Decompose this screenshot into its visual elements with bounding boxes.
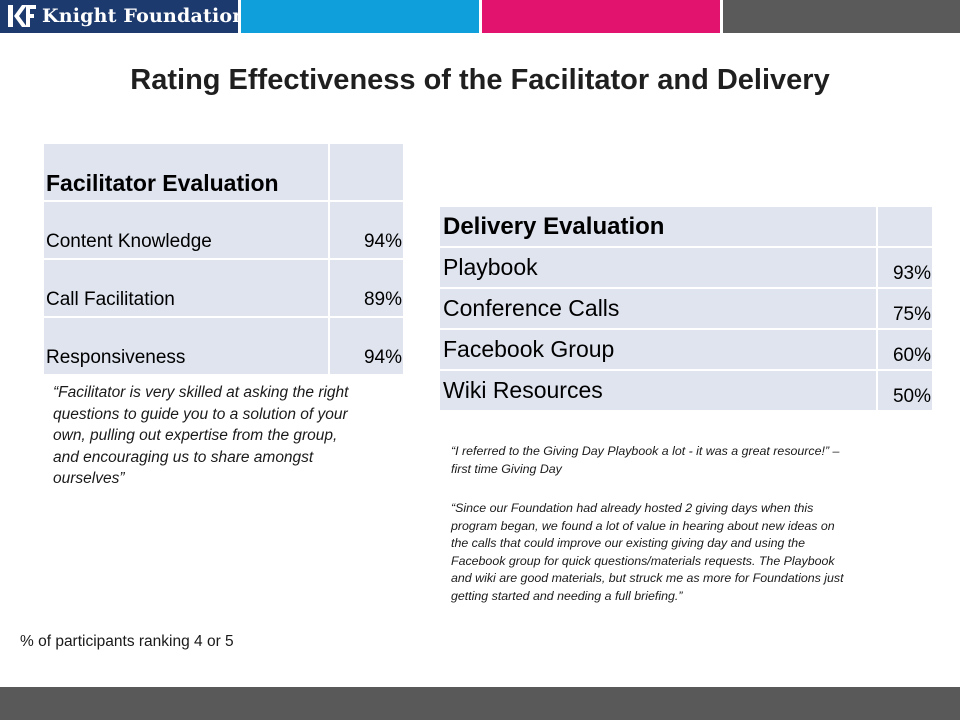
table-row: Facebook Group 60% (439, 329, 933, 370)
header-bar: Knight Foundation (0, 0, 960, 33)
quote-line: Facebook group for quick questions/mater… (451, 553, 931, 571)
row-value: 93% (877, 247, 933, 288)
table-header-blank (877, 206, 933, 247)
quote-line: “Since our Foundation had already hosted… (451, 500, 931, 518)
table-header-blank (329, 143, 404, 201)
row-label: Facebook Group (439, 329, 877, 370)
row-label: Playbook (439, 247, 877, 288)
quote-line: and wiki are good materials, but struck … (451, 570, 931, 588)
brand-name: Knight Foundation (42, 5, 246, 27)
header-strip-pink (482, 0, 720, 33)
table-header: Delivery Evaluation (439, 206, 877, 247)
row-value: 89% (329, 259, 404, 317)
header-strip-gray (723, 0, 960, 33)
row-label: Responsiveness (43, 317, 329, 375)
delivery-evaluation-table: Delivery Evaluation Playbook 93% Confere… (438, 205, 934, 412)
row-value: 94% (329, 317, 404, 375)
quote-line: first time Giving Day (451, 461, 931, 479)
row-label: Content Knowledge (43, 201, 329, 259)
table-row: Conference Calls 75% (439, 288, 933, 329)
row-value: 94% (329, 201, 404, 259)
table-row: Playbook 93% (439, 247, 933, 288)
logo-block: Knight Foundation (0, 0, 238, 33)
table-row: Wiki Resources 50% (439, 370, 933, 411)
table-row: Responsiveness 94% (43, 317, 404, 375)
quote-line: ourselves” (53, 468, 383, 490)
delivery-quote-1: “I referred to the Giving Day Playbook a… (451, 443, 931, 478)
kf-logo-icon (8, 5, 36, 27)
row-label: Wiki Resources (439, 370, 877, 411)
quote-line: the calls that could improve our existin… (451, 535, 931, 553)
row-value: 75% (877, 288, 933, 329)
table-row: Content Knowledge 94% (43, 201, 404, 259)
table-header: Facilitator Evaluation (43, 143, 329, 201)
footnote: % of participants ranking 4 or 5 (20, 633, 234, 651)
table-header-row: Delivery Evaluation (439, 206, 933, 247)
quote-line: program began, we found a lot of value i… (451, 518, 931, 536)
row-label: Call Facilitation (43, 259, 329, 317)
header-strip-blue (241, 0, 479, 33)
quote-line: own, pulling out expertise from the grou… (53, 425, 383, 447)
row-value: 60% (877, 329, 933, 370)
table-row: Call Facilitation 89% (43, 259, 404, 317)
page-title: Rating Effectiveness of the Facilitator … (0, 64, 960, 97)
table-header-row: Facilitator Evaluation (43, 143, 404, 201)
quote-line: “Facilitator is very skilled at asking t… (53, 382, 383, 404)
row-value: 50% (877, 370, 933, 411)
facilitator-evaluation-table: Facilitator Evaluation Content Knowledge… (42, 142, 405, 376)
facilitator-quote: “Facilitator is very skilled at asking t… (53, 382, 383, 490)
footer-bar (0, 687, 960, 720)
quote-line: getting started and needing a full brief… (451, 588, 931, 606)
delivery-quote-2: “Since our Foundation had already hosted… (451, 500, 931, 605)
quote-line: and encouraging us to share amongst (53, 447, 383, 469)
quote-line: “I referred to the Giving Day Playbook a… (451, 443, 931, 461)
row-label: Conference Calls (439, 288, 877, 329)
quote-line: questions to guide you to a solution of … (53, 404, 383, 426)
